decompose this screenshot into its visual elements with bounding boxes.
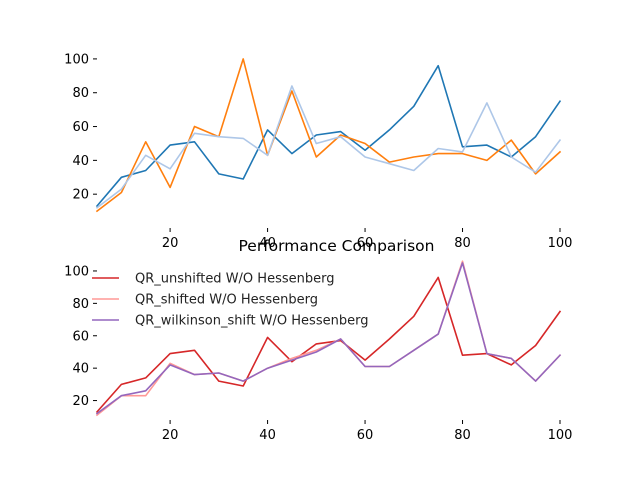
legend-label: QR_shifted W/O Hessenberg [135, 293, 318, 308]
series-line-1 [95, 64, 562, 208]
y-tick-label: 20 [72, 394, 89, 409]
legend-label: QR_unshifted W/O Hessenberg [135, 272, 334, 287]
x-tick-label: 60 [357, 428, 374, 443]
x-tick-label: 40 [259, 428, 276, 443]
x-tick-label: 100 [548, 236, 573, 251]
chart-title: Performance Comparison [239, 237, 435, 255]
x-tick-label: 20 [162, 236, 179, 251]
series-line-3 [95, 85, 562, 209]
x-tick-label: 80 [454, 236, 471, 251]
x-tick-label: 20 [162, 428, 179, 443]
y-tick-label: 100 [64, 264, 89, 279]
series-line-2 [95, 58, 562, 213]
y-tick-label: 80 [72, 86, 89, 101]
bottom-line-chart: Performance Comparison 20 40 60 80 100 20 40 60 8… [64, 237, 572, 443]
y-tick-label: 20 [72, 188, 89, 203]
series-line-3 [95, 262, 562, 415]
x-tick-label: 100 [548, 428, 573, 443]
x-tick-label: 60 [357, 236, 374, 251]
y-tick-label: 60 [72, 120, 89, 135]
x-tick-label: 40 [259, 236, 276, 251]
legend-label: QR_wilkinson_shift W/O Hessenberg [135, 314, 368, 329]
y-tick-label: 40 [72, 154, 89, 169]
series-line-1 [95, 276, 562, 414]
top-line-chart: 20 40 60 80 100 20 40 60 80 100 [64, 52, 572, 251]
y-tick-label: 100 [64, 52, 89, 67]
y-tick-label: 60 [72, 329, 89, 344]
y-tick-label: 80 [72, 297, 89, 312]
y-tick-label: 40 [72, 362, 89, 377]
x-tick-label: 80 [454, 428, 471, 443]
